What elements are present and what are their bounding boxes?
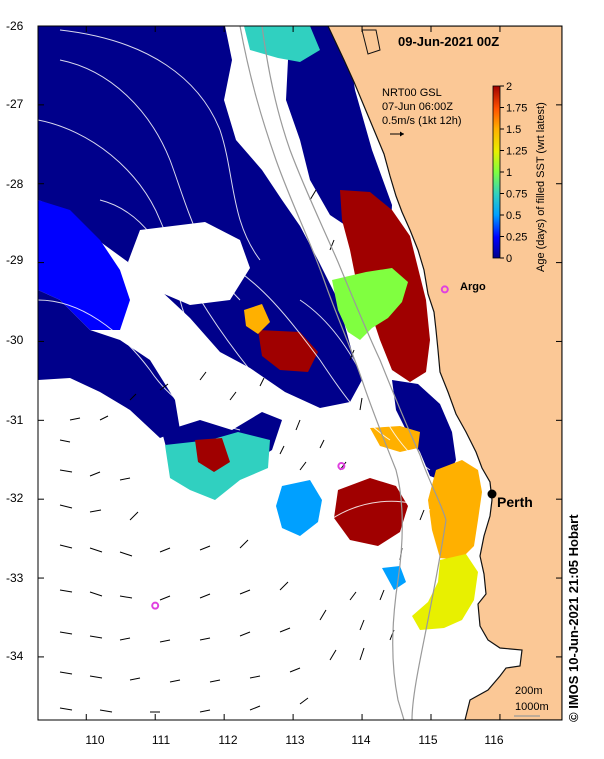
x-axis-labels: 110 111 112 113 114 115 116	[85, 733, 503, 747]
colorbar-tick-label: 0.75	[506, 189, 527, 201]
y-tick-label: -34	[6, 649, 24, 663]
colorbar-tick-label: 1.5	[506, 124, 521, 136]
scale-arrowhead-icon	[400, 131, 404, 137]
land-western-australia	[327, 26, 562, 720]
patch-orange-offshore	[370, 426, 420, 452]
colorbar-title: Age (days) of filled SST (wrt latest)	[535, 102, 547, 272]
current-scale: 0.5m/s (1kt 12h)	[382, 115, 461, 127]
place-markers: Perth Argo	[460, 281, 533, 510]
y-tick-label: -28	[6, 177, 24, 191]
colorbar-gradient	[492, 85, 501, 259]
isobath-1000-label: 1000m	[515, 701, 549, 713]
x-tick-label: 111	[152, 733, 171, 747]
colorbar-tick-label: 1.75	[506, 103, 527, 115]
current-vectors	[59, 189, 425, 713]
y-tick-label: -31	[6, 413, 24, 427]
colorbar: 0 0.25 0.5 0.75 1 1.25 1.5 1.75 2 Age (days) of …	[492, 81, 547, 272]
perth-label: Perth	[497, 494, 533, 510]
colorbar-tick-label: 0.5	[506, 210, 521, 222]
argo-label: Argo	[460, 281, 486, 293]
map-title: 09-Jun-2021 00Z	[398, 34, 499, 49]
patch-orange-small	[244, 304, 270, 334]
patch-navy-coast-mid	[392, 380, 456, 482]
perth-marker	[487, 489, 497, 499]
argo-float-markers	[151, 285, 449, 610]
patch-darkred-offshore	[258, 330, 318, 372]
isobath-200-label: 200m	[515, 685, 543, 697]
y-tick-label: -26	[6, 19, 24, 33]
patch-navy-west-lower	[38, 290, 180, 438]
patch-navy-north-coast	[286, 26, 392, 240]
current-info: NRT00 GSL 07-Jun 06:00Z 0.5m/s (1kt 12h)	[382, 87, 461, 137]
colorbar-tick-label: 0.25	[506, 232, 527, 244]
y-tick-label: -32	[6, 491, 24, 505]
credit-text: © IMOS 10-Jun-2021 21:05 Hobart	[566, 514, 581, 722]
plot-frame	[37, 25, 563, 721]
patch-green	[332, 268, 408, 340]
x-tick-label: 110	[85, 733, 104, 747]
island-north	[361, 29, 381, 55]
y-tick-label: -30	[6, 333, 24, 347]
y-tick-label: -27	[6, 97, 24, 111]
x-tick-label: 112	[218, 733, 237, 747]
y-tick-label: -33	[6, 571, 24, 585]
patch-blue-small	[382, 566, 406, 590]
y-axis-ticks	[38, 25, 562, 658]
colorbar-tick-label: 1	[506, 167, 512, 179]
sst-contours	[38, 29, 431, 521]
colorbar-tick-label: 0	[506, 253, 512, 265]
x-axis-ticks	[85, 26, 501, 720]
patch-blue-west	[38, 200, 130, 330]
y-tick-label: -29	[6, 253, 24, 267]
argo-float-icon	[151, 601, 160, 610]
argo-float-icon	[337, 462, 346, 471]
argo-float-icon	[440, 285, 449, 294]
colorbar-tick-label: 1.25	[506, 146, 527, 158]
x-tick-label: 116	[484, 733, 503, 747]
isobath-legend: 200m 1000m	[514, 685, 549, 717]
patch-yellow-coast	[412, 554, 478, 630]
patch-darkred-south	[334, 478, 408, 546]
patch-gap-1	[128, 222, 250, 305]
y-axis-labels: -26 -27 -28 -29 -30 -31 -32 -33 -34	[6, 19, 24, 663]
x-tick-label: 115	[418, 733, 437, 747]
patch-lightblue-south	[276, 480, 322, 536]
isobath-lines	[239, 26, 447, 720]
patch-orange-coast	[428, 460, 482, 560]
x-tick-label: 114	[351, 733, 370, 747]
current-source: NRT00 GSL	[382, 87, 442, 99]
current-date: 07-Jun 06:00Z	[382, 101, 453, 113]
patch-navy-northwest	[38, 26, 362, 408]
patch-darkred-small	[195, 438, 230, 472]
colorbar-tick-label: 2	[506, 81, 512, 93]
x-tick-label: 113	[285, 733, 304, 747]
